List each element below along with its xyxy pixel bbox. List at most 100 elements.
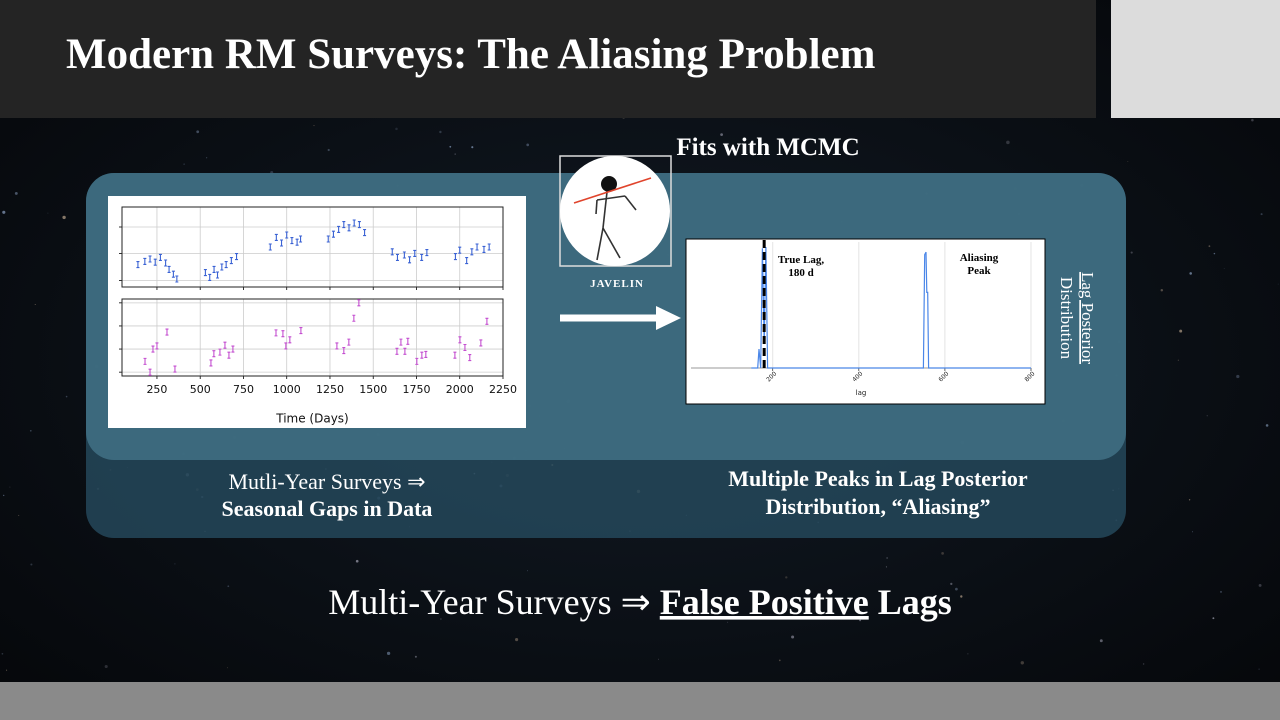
star xyxy=(955,587,958,591)
star xyxy=(1179,329,1183,333)
data-point xyxy=(465,257,469,265)
data-point xyxy=(357,221,361,229)
x-tick-label: 1750 xyxy=(402,383,430,396)
star xyxy=(967,653,969,655)
javelin-spear xyxy=(573,177,652,204)
star xyxy=(644,599,649,603)
star xyxy=(174,563,176,565)
star xyxy=(454,153,456,155)
true-lag-label: True Lag, xyxy=(778,254,824,266)
star xyxy=(658,658,659,660)
data-point xyxy=(155,342,159,350)
star xyxy=(785,576,788,579)
star xyxy=(529,606,532,609)
star xyxy=(65,395,68,398)
javelin-logo xyxy=(560,156,670,266)
data-point xyxy=(167,265,171,273)
star xyxy=(1142,663,1145,665)
data-point xyxy=(153,258,157,266)
data-point xyxy=(164,259,168,267)
data-point xyxy=(173,365,177,373)
star xyxy=(14,191,18,195)
left-caption-line2: Seasonal Gaps in Data xyxy=(222,496,433,521)
star xyxy=(886,557,888,559)
star xyxy=(9,486,11,488)
star xyxy=(1177,359,1180,361)
data-point xyxy=(390,248,394,256)
data-point xyxy=(342,221,346,229)
star xyxy=(2,210,6,214)
data-point xyxy=(453,253,457,261)
star xyxy=(471,146,474,149)
data-point xyxy=(274,233,278,241)
star xyxy=(1099,639,1103,643)
star xyxy=(3,494,5,497)
star xyxy=(62,215,66,220)
star xyxy=(1212,617,1215,620)
star xyxy=(1006,140,1010,145)
star xyxy=(728,603,730,606)
right-caption-line2: Distribution, “Aliasing” xyxy=(766,494,991,519)
data-point xyxy=(229,257,233,265)
data-point xyxy=(424,350,428,358)
data-point xyxy=(408,256,412,264)
x-tick-label: 750 xyxy=(233,383,254,396)
data-point xyxy=(357,299,361,307)
javelin-label: JAVELIN xyxy=(590,278,644,290)
data-point xyxy=(281,330,285,338)
plot-frame xyxy=(121,298,504,377)
star xyxy=(327,148,330,152)
data-point xyxy=(395,253,399,261)
data-point xyxy=(299,235,303,243)
data-point xyxy=(402,251,406,259)
data-point xyxy=(458,246,462,254)
data-point xyxy=(212,350,216,358)
star xyxy=(414,655,417,658)
data-point xyxy=(209,359,213,367)
data-point xyxy=(280,239,284,247)
data-point xyxy=(352,219,356,227)
data-point xyxy=(148,368,152,376)
data-point xyxy=(220,263,224,271)
star xyxy=(1160,289,1164,292)
true-lag-label: 180 d xyxy=(788,267,813,279)
data-point xyxy=(223,341,227,349)
star xyxy=(440,618,442,620)
star xyxy=(1208,245,1211,248)
data-point xyxy=(479,339,483,347)
left-caption-line1: Mutli-Year Surveys ⇒ xyxy=(228,469,425,494)
star xyxy=(227,585,230,588)
star xyxy=(1189,272,1192,275)
star xyxy=(885,566,887,568)
bottom-prefix: Multi-Year Surveys ⇒ xyxy=(328,582,651,622)
title-bar xyxy=(0,0,1096,118)
star xyxy=(515,638,519,642)
star xyxy=(1265,424,1269,427)
lightcurve-image xyxy=(108,196,526,428)
data-point xyxy=(347,224,351,232)
data-point xyxy=(342,347,346,355)
star xyxy=(1130,251,1133,254)
data-point xyxy=(203,269,207,277)
star xyxy=(778,659,781,662)
star xyxy=(720,133,723,136)
data-point xyxy=(395,347,399,355)
star xyxy=(355,559,359,563)
data-point xyxy=(363,229,367,237)
data-point xyxy=(231,345,235,353)
data-point xyxy=(148,255,152,263)
star xyxy=(449,145,452,148)
x-axis-label: lag xyxy=(856,389,867,397)
posterior-image xyxy=(685,238,1046,405)
peak-label: Aliasing xyxy=(960,252,999,264)
data-point xyxy=(136,261,140,269)
star xyxy=(18,514,20,516)
star xyxy=(1260,213,1263,216)
data-point xyxy=(171,270,175,278)
star xyxy=(226,667,229,669)
bottom-strip xyxy=(0,682,1280,720)
lightcurve-chart: 250 500 750 1000 1250 1500 1750 2000 2250 Time (D… xyxy=(119,206,517,426)
x-tick-label: 1000 xyxy=(273,383,301,396)
data-point xyxy=(326,235,330,243)
data-point xyxy=(218,348,222,356)
